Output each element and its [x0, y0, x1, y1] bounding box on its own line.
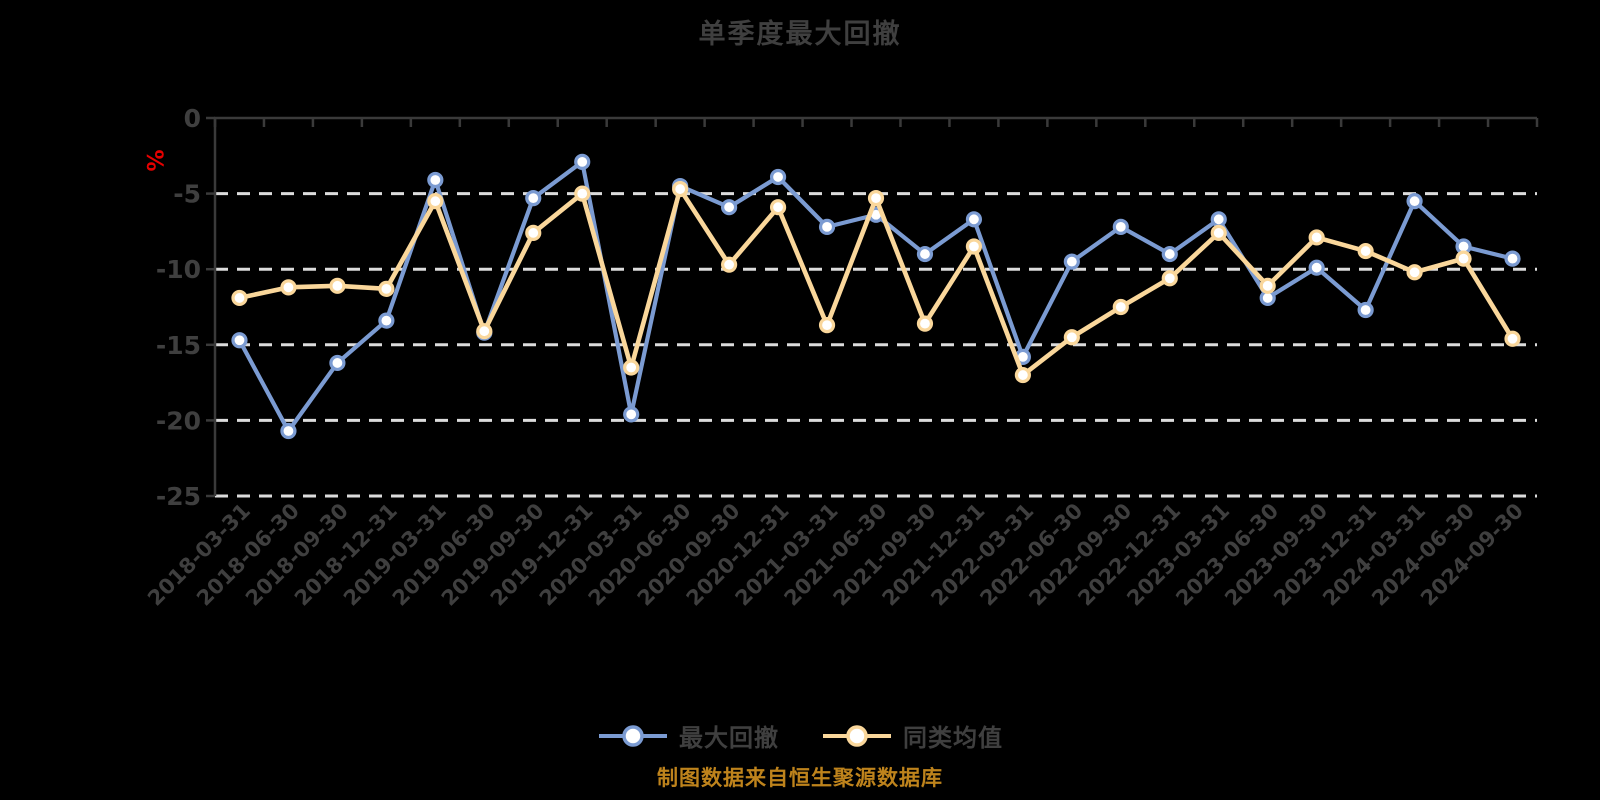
- legend: 最大回撤 同类均值: [0, 718, 1600, 753]
- data-point: [329, 354, 346, 372]
- line-marker-icon: [823, 724, 891, 747]
- data-point: [1161, 270, 1178, 287]
- data-point: [427, 171, 444, 189]
- y-tick-label: 0: [184, 104, 201, 133]
- data-point: [623, 406, 640, 423]
- legend-label: 最大回撤: [679, 724, 779, 752]
- data-point: [1210, 211, 1227, 228]
- y-tick-label: -25: [156, 482, 201, 511]
- data-point: [1259, 277, 1276, 294]
- data-point: [476, 323, 493, 340]
- data-point: [1455, 250, 1472, 267]
- data-point: [427, 193, 444, 210]
- data-point: [1504, 250, 1521, 267]
- data-point: [623, 359, 640, 376]
- data-point: [818, 218, 836, 235]
- data-point: [867, 190, 885, 207]
- data-point: [378, 280, 395, 297]
- data-point: [1308, 259, 1325, 276]
- data-point: [280, 422, 297, 440]
- data-point: [769, 199, 787, 216]
- data-point: [1406, 193, 1423, 210]
- data-point: [1308, 229, 1325, 246]
- y-tick-label: -10: [156, 255, 201, 284]
- data-point: [721, 199, 738, 216]
- data-point: [1063, 329, 1080, 346]
- data-point: [1161, 245, 1178, 263]
- legend-label: 同类均值: [903, 724, 1003, 752]
- data-point: [721, 256, 738, 273]
- data-point: [916, 245, 934, 263]
- data-point: [769, 168, 787, 186]
- data-point: [525, 190, 542, 207]
- data-point: [231, 332, 248, 349]
- data-point: [1504, 330, 1521, 347]
- chart-title: 单季度最大回撤: [698, 19, 902, 50]
- legend-item-category-average[interactable]: 同类均值: [821, 718, 1003, 753]
- data-point: [818, 317, 836, 334]
- data-point: [1014, 366, 1031, 384]
- data-point: [378, 312, 395, 329]
- data-point: [280, 279, 297, 296]
- data-point: [525, 224, 542, 242]
- data-point: [1406, 264, 1423, 281]
- legend-item-max-drawdown[interactable]: 最大回撤: [597, 718, 779, 753]
- data-point: [672, 180, 689, 198]
- data-point: [1357, 301, 1374, 319]
- data-point: [916, 315, 934, 332]
- data-point: [1357, 242, 1374, 260]
- data-source-note: 制图数据来自恒生聚源数据库: [657, 766, 943, 790]
- data-point: [1112, 298, 1129, 316]
- data-point: [1112, 218, 1129, 235]
- data-point: [574, 153, 591, 170]
- line-marker-icon: [599, 724, 667, 747]
- data-point: [1210, 224, 1227, 242]
- data-point: [1063, 253, 1080, 270]
- y-tick-label: -5: [173, 180, 201, 209]
- data-point: [231, 289, 248, 307]
- data-point: [329, 277, 346, 294]
- y-tick-label: -20: [156, 406, 201, 435]
- y-tick-label: -15: [156, 331, 201, 360]
- data-point: [965, 211, 983, 228]
- data-point: [965, 238, 983, 255]
- data-point: [574, 185, 591, 202]
